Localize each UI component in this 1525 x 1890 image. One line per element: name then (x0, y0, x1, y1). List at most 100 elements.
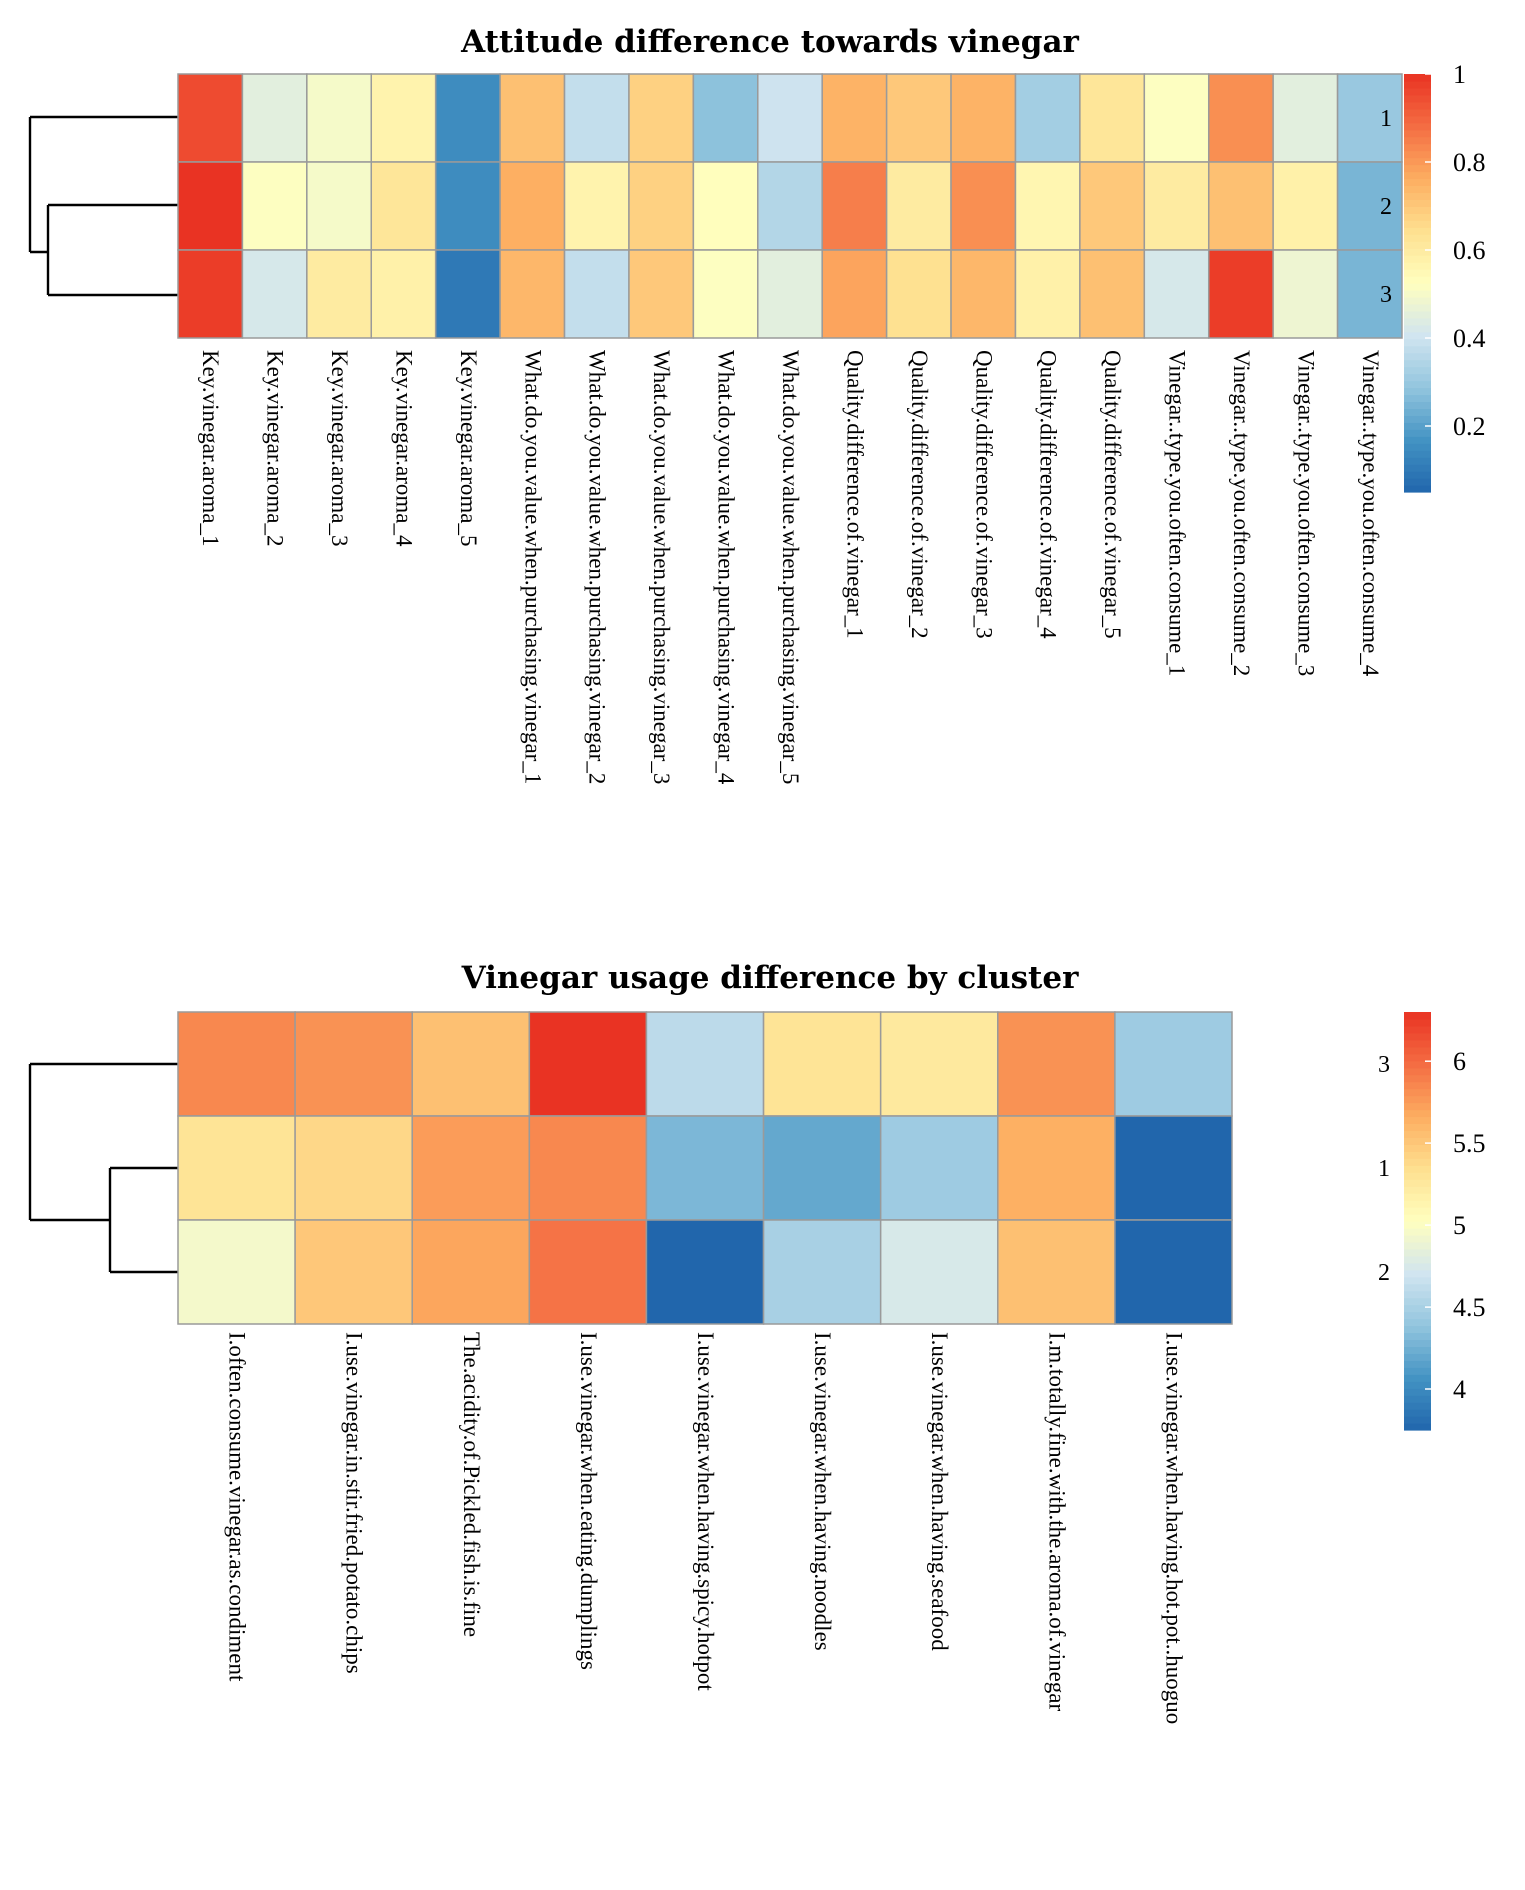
colorbar-segment (1404, 1423, 1431, 1431)
colorbar-segment (1404, 1283, 1431, 1292)
colorbar-tick-label: 5 (1453, 1211, 1466, 1240)
colorbar-tick-label: 4 (1453, 1375, 1466, 1404)
colorbar-segment (1404, 1311, 1431, 1320)
heatmap-cell (177, 1011, 296, 1117)
column-label: What.do.you.value.when.purchasing.vinega… (778, 350, 803, 784)
column-label: What.do.you.value.when.purchasing.vinega… (520, 350, 545, 784)
colorbar-segment (1404, 373, 1431, 382)
heatmap-cell (241, 73, 308, 163)
heatmap-cell (434, 73, 501, 163)
heatmap-cell (757, 161, 823, 251)
colorbar-segment (1404, 1290, 1431, 1299)
attitude-heatmap-title: Attitude difference towards vinegar (460, 24, 1079, 60)
heatmap-cell (1114, 1011, 1233, 1117)
colorbar-tick-label: 6 (1453, 1047, 1466, 1076)
column-label: Key.vinegar.aroma_2 (263, 350, 288, 547)
row-label: 3 (1378, 1052, 1390, 1078)
colorbar-segment (1404, 1067, 1431, 1076)
heatmap-cell (692, 161, 759, 251)
colorbar-segment (1404, 129, 1431, 138)
colorbar-segment (1404, 1374, 1431, 1382)
heatmap-cell (370, 249, 437, 339)
heatmap-cell (411, 1115, 531, 1221)
colorbar-segment (1404, 1116, 1431, 1125)
column-label: Quality.difference.of.vinegar_2 (907, 350, 932, 639)
colorbar-segment (1404, 1102, 1431, 1111)
heatmap-cell (1272, 161, 1339, 251)
colorbar-segment (1404, 331, 1431, 340)
colorbar-segment (1404, 1018, 1431, 1027)
heatmap-cell (757, 249, 823, 339)
heatmap-cell (563, 161, 630, 251)
colorbar-segment (1404, 296, 1431, 305)
heatmap-cell (177, 1115, 296, 1221)
colorbar-segment (1404, 394, 1431, 403)
heatmap-cell (997, 1219, 1116, 1325)
colorbar-segment (1404, 1353, 1431, 1361)
colorbar-tick-label: 0.4 (1453, 324, 1486, 353)
colorbar-segment (1404, 310, 1431, 319)
colorbar-tick-label: 1 (1453, 60, 1466, 89)
colorbar-tick-label: 0.8 (1453, 148, 1486, 177)
column-label: I.use.vinegar.when.eating.dumplings (576, 1332, 601, 1670)
colorbar-segment (1404, 338, 1431, 347)
colorbar-segment (1404, 1409, 1431, 1417)
heatmap-cell (1079, 73, 1146, 163)
colorbar-segment (1404, 401, 1431, 409)
colorbar-segment (1404, 1109, 1431, 1118)
colorbar-segment (1404, 108, 1431, 117)
colorbar-segment (1404, 87, 1431, 96)
column-label: Quality.difference.of.vinegar_4 (1036, 350, 1061, 639)
heatmap-cell (1336, 73, 1403, 163)
colorbar-segment (1404, 192, 1431, 200)
column-label: Key.vinegar.aroma_3 (327, 350, 352, 547)
heatmap-cell (1014, 249, 1081, 339)
colorbar-segment (1404, 1158, 1431, 1166)
heatmap-cell (757, 73, 823, 163)
heatmap-cell (1143, 73, 1210, 163)
heatmap-cell (306, 161, 373, 251)
attitude-row-dendrogram (28, 115, 178, 297)
heatmap-cell (499, 161, 566, 251)
colorbar-segment (1404, 1402, 1431, 1410)
heatmap-cell (294, 1011, 413, 1117)
colorbar-segment (1404, 415, 1431, 423)
heatmap-cell (1014, 73, 1081, 163)
colorbar-segment (1404, 150, 1431, 159)
colorbar-segment (1404, 450, 1431, 458)
colorbar-segment (1404, 380, 1431, 389)
colorbar-segment (1404, 269, 1431, 277)
column-label: I.use.vinegar.when.having.spicy.hotpot (693, 1332, 718, 1691)
heatmap-cell (645, 1219, 765, 1325)
colorbar-segment (1404, 387, 1431, 396)
heatmap-cell (434, 161, 501, 251)
heatmap-cell (628, 249, 695, 339)
heatmap-cell (411, 1219, 531, 1325)
heatmap-cell (821, 249, 888, 339)
colorbar-segment (1404, 1039, 1431, 1048)
heatmap-cell (528, 1115, 648, 1221)
heatmap-cell (1272, 73, 1339, 163)
heatmap-cell (628, 161, 695, 251)
colorbar-segment (1404, 283, 1431, 291)
colorbar-segment (1404, 1200, 1431, 1208)
colorbar-segment (1404, 1332, 1431, 1341)
colorbar-segment (1404, 206, 1431, 214)
colorbar-segment (1404, 471, 1431, 479)
heatmap-cell (997, 1011, 1116, 1117)
colorbar-segment (1404, 220, 1431, 228)
heatmap-cell (306, 249, 373, 339)
heatmap-cell (950, 73, 1017, 163)
colorbar-segment (1404, 199, 1431, 207)
heatmap-cell (950, 161, 1017, 251)
colorbar-segment (1404, 1053, 1431, 1062)
colorbar-segment (1404, 1381, 1431, 1389)
colorbar-segment (1404, 1227, 1431, 1236)
attitude-heatmap-cells (177, 73, 1403, 339)
colorbar-segment (1404, 1074, 1431, 1083)
heatmap-cell (1207, 161, 1274, 251)
heatmap-cell (1079, 249, 1146, 339)
row-label: 2 (1380, 194, 1392, 220)
colorbar-segment (1404, 303, 1431, 312)
column-label: Quality.difference.of.vinegar_1 (842, 350, 867, 639)
